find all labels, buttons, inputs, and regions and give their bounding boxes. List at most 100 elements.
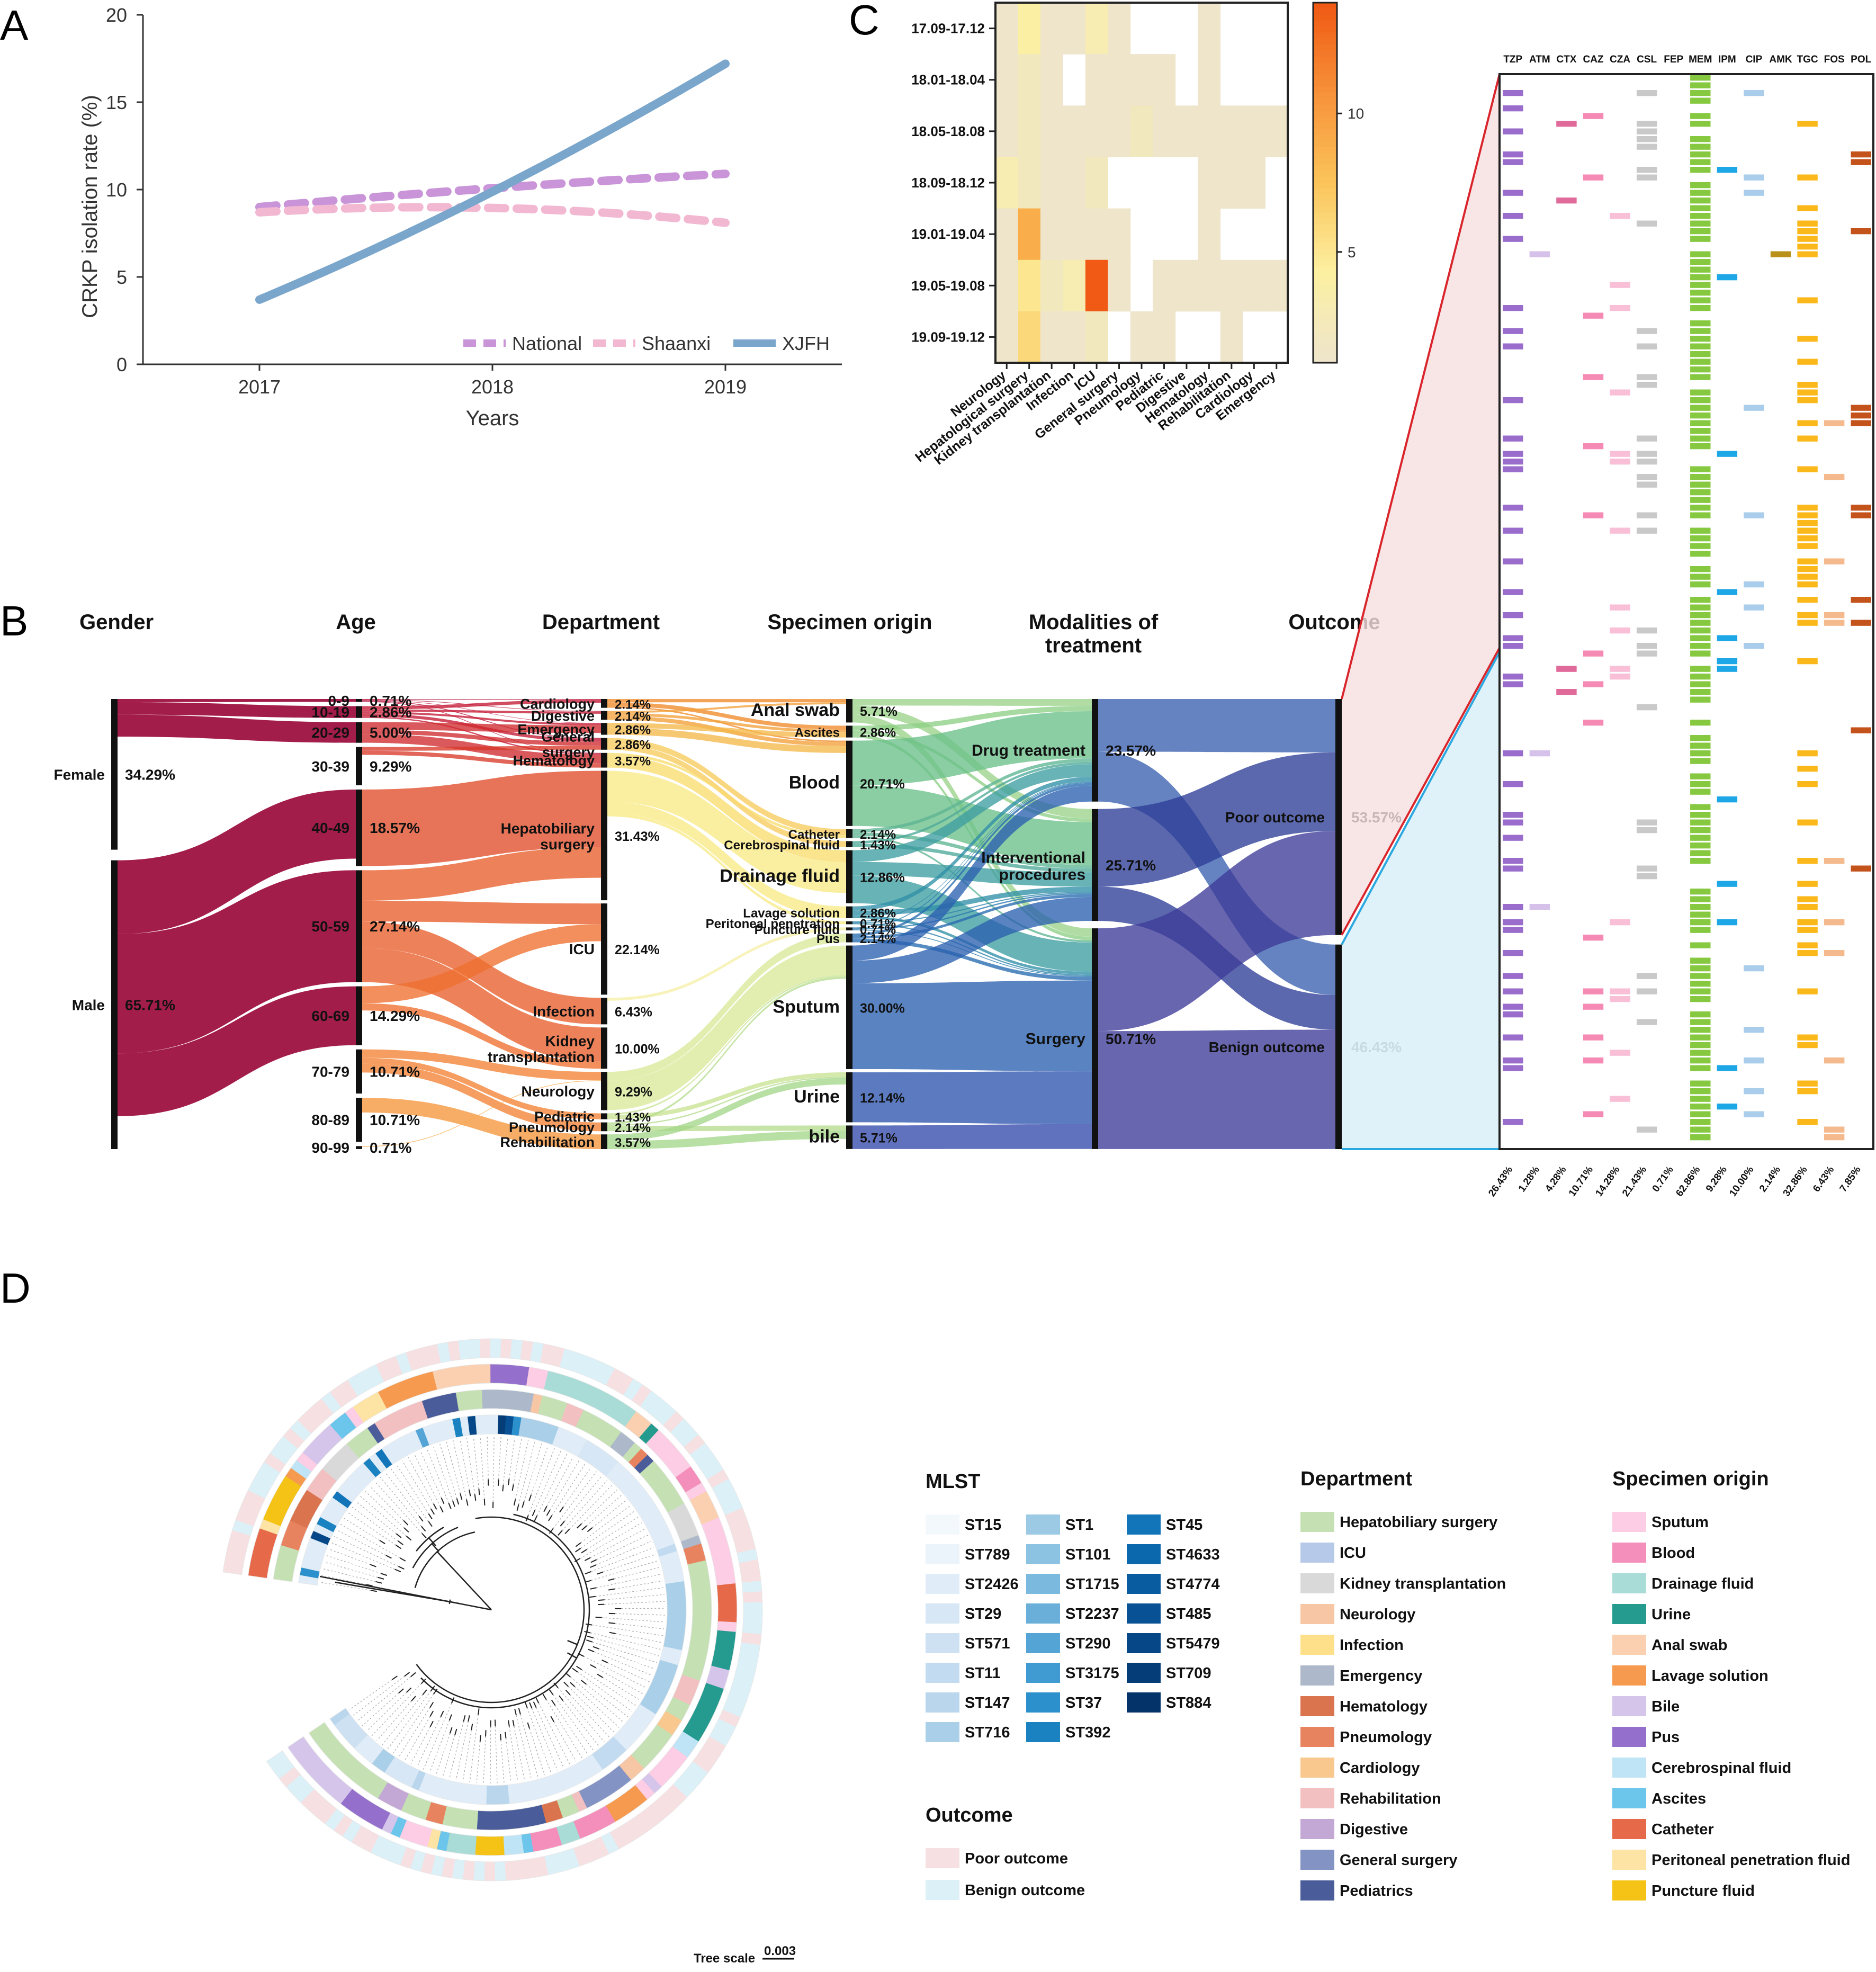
a-legend: National Shaanxi XJFH xyxy=(463,333,830,354)
d-ring-mlst-segment xyxy=(611,1467,630,1486)
res-cell-tzp xyxy=(1503,1011,1523,1018)
d-legend-swatch-poor-outcome xyxy=(926,1848,959,1868)
res-cell-cip xyxy=(1744,1027,1764,1033)
res-cell-mem xyxy=(1690,674,1711,680)
d-legend-swatch-st392 xyxy=(1026,1722,1060,1742)
d-ring-specimen-segment xyxy=(446,1832,459,1853)
d-leaf-branch xyxy=(391,1675,398,1680)
b-stage-title: Gender xyxy=(79,611,154,634)
d-legend-swatch-puncture-fluid xyxy=(1612,1880,1646,1901)
d-ring-specimen-segment xyxy=(318,1771,339,1791)
d-leaf-guide xyxy=(374,1481,423,1534)
res-cell-tgc xyxy=(1797,505,1818,511)
b-node-pct: 0.71% xyxy=(370,693,411,709)
d-ring-specimen-segment xyxy=(361,1396,379,1418)
d-ring-mlst-segment xyxy=(606,1462,624,1482)
c-colorbar-band xyxy=(1313,207,1337,213)
c-heatmap-cell xyxy=(1018,157,1041,209)
d-leaf-branch xyxy=(564,1528,570,1534)
d-legend-label-st4633: ST4633 xyxy=(1166,1546,1220,1563)
d-leaf-guide xyxy=(483,1736,486,1783)
d-ring-specimen-segment xyxy=(333,1783,353,1804)
d-legend-label-st11: ST11 xyxy=(965,1665,1001,1682)
c-heatmap-cell xyxy=(995,157,1018,209)
d-leaf-branch xyxy=(585,1580,592,1583)
b-node-pct: 65.71% xyxy=(125,997,175,1013)
d-ring-mlst-segment xyxy=(618,1726,638,1745)
a-ytick-label: 20 xyxy=(106,4,127,26)
b-node-label: bile xyxy=(809,1127,840,1147)
res-cell-mem xyxy=(1690,136,1711,142)
res-cell-pol xyxy=(1851,405,1871,411)
d-ring-department-segment xyxy=(276,1553,297,1566)
res-cell-tgc xyxy=(1797,904,1818,910)
res-cell-cip xyxy=(1744,90,1764,96)
res-cell-mem xyxy=(1690,1104,1711,1110)
res-cell-caz xyxy=(1583,443,1604,450)
d-ring-mlst-segment xyxy=(467,1415,477,1436)
d-ring-outcome-segment xyxy=(666,1784,687,1805)
d-ring-mlst-segment xyxy=(664,1573,685,1584)
d-ring-mlst-segment xyxy=(381,1444,399,1465)
d-leaf-guide xyxy=(355,1501,397,1534)
b-sankey-link xyxy=(852,782,1092,929)
d-leaf-guide xyxy=(405,1716,430,1761)
c-colorbar-band xyxy=(1313,129,1337,136)
d-ring-department-segment xyxy=(533,1805,546,1825)
d-ring-specimen-segment xyxy=(654,1760,676,1780)
d-ring-outcome-segment xyxy=(540,1343,555,1365)
res-cell-csl xyxy=(1636,128,1657,135)
d-leaf-guide xyxy=(554,1705,588,1755)
d-ring-mlst-segment xyxy=(332,1491,352,1509)
d-ring-mlst-segment xyxy=(329,1708,350,1725)
d-ring-specimen-segment xyxy=(326,1777,346,1798)
d-ring-outcome-segment xyxy=(707,1469,729,1489)
c-heatmap-cell xyxy=(1265,259,1288,312)
d-ring-outcome-segment xyxy=(385,1356,403,1378)
d-ring-specimen-segment xyxy=(635,1779,655,1800)
d-ring-outcome-segment xyxy=(338,1379,358,1402)
d-leaf-branch xyxy=(516,1504,519,1511)
d-ring-outcome-segment xyxy=(677,1426,698,1447)
d-ring-mlst-segment xyxy=(659,1551,680,1564)
d-ring-mlst-segment xyxy=(648,1522,669,1538)
c-colorbar-band xyxy=(1313,338,1337,345)
res-cell-csl xyxy=(1636,1126,1657,1133)
res-cell-ipm xyxy=(1717,1065,1738,1071)
d-legend-label-rehabilitation: Rehabilitation xyxy=(1340,1790,1441,1807)
res-cell-cza xyxy=(1610,305,1630,311)
d-ring-specimen-segment xyxy=(680,1474,702,1493)
d-ring-department-segment xyxy=(622,1442,642,1463)
d-leaf-branch xyxy=(449,1727,453,1734)
res-cell-mem xyxy=(1690,758,1711,764)
d-leaf-branch xyxy=(574,1558,581,1562)
b-sankey-link xyxy=(362,746,601,751)
d-ring-specimen-segment xyxy=(683,1724,704,1742)
res-cell-tgc xyxy=(1797,573,1818,580)
b-stage-title: Specimen origin xyxy=(767,611,932,634)
d-ring-outcome-segment xyxy=(300,1789,322,1810)
d-legend-label-st485: ST485 xyxy=(1166,1606,1211,1623)
d-ring-mlst-segment xyxy=(627,1715,648,1734)
d-ring-department-segment xyxy=(578,1787,595,1808)
d-legend-title-department: Department xyxy=(1300,1468,1412,1490)
d-ring-specimen-segment xyxy=(544,1370,558,1392)
d-ring-specimen-segment xyxy=(387,1383,403,1405)
c-heatmap-cell xyxy=(995,311,1018,363)
res-cell-tzp xyxy=(1503,858,1523,864)
d-ring-department-segment xyxy=(447,1392,459,1413)
d-ring-department-segment xyxy=(302,1490,323,1507)
d-ring-outcome-segment xyxy=(286,1774,308,1795)
res-cell-tzp xyxy=(1503,1065,1523,1071)
d-leaf-branch xyxy=(433,1688,438,1695)
d-leaf-branch xyxy=(581,1680,587,1685)
d-ring-department-segment xyxy=(545,1397,560,1419)
res-cell-csl xyxy=(1636,343,1657,349)
d-ring-mlst-segment xyxy=(378,1752,395,1773)
res-cell-pol xyxy=(1851,727,1871,733)
res-cell-csl xyxy=(1636,704,1657,711)
d-ring-mlst-segment xyxy=(307,1538,328,1552)
b-node-label: Catheter xyxy=(788,828,840,842)
d-ring-specimen-segment xyxy=(252,1547,273,1561)
